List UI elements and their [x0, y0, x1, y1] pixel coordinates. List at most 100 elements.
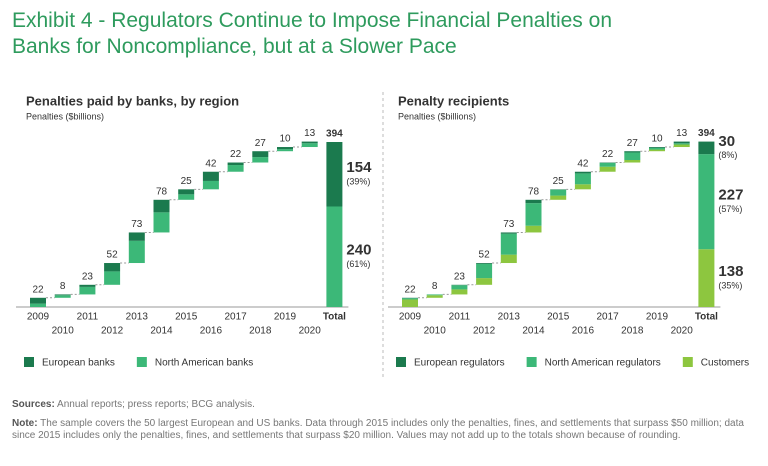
bar-segment — [599, 162, 616, 167]
chart-subtitle: Penalties ($billions) — [398, 111, 476, 121]
total-share: (61%) — [346, 259, 370, 269]
bar-segment — [698, 141, 715, 155]
bar-segment — [227, 165, 244, 172]
bar-segment — [673, 141, 690, 144]
bar-total-label: 25 — [181, 176, 193, 187]
bar-total-label: 22 — [32, 284, 44, 295]
bar-segment — [500, 233, 517, 255]
bar-segment — [178, 194, 195, 200]
bar-segment — [550, 195, 567, 200]
bar-segment — [599, 166, 616, 172]
x-tick-label: 2012 — [101, 326, 124, 337]
x-tick-label: 2016 — [200, 326, 223, 337]
bar-total-label: 23 — [454, 271, 466, 282]
total-value: 240 — [346, 242, 371, 259]
chart-subtitle: Penalties ($billions) — [26, 111, 104, 121]
bar-total-label: 27 — [627, 138, 639, 149]
x-tick-label: 2009 — [399, 312, 422, 323]
bar-segment — [525, 225, 542, 233]
x-tick-label: 2012 — [473, 326, 496, 337]
bar-segment — [525, 203, 542, 226]
x-tick-label: 2016 — [572, 326, 595, 337]
bar-total-label: 22 — [602, 149, 614, 160]
bar-segment — [574, 171, 591, 174]
chart-title: Penalty recipients — [398, 93, 509, 108]
bar-total-label: 22 — [404, 284, 416, 295]
legend-swatch — [682, 357, 693, 367]
x-tick-label: 2013 — [126, 312, 149, 323]
legend-swatch — [24, 357, 34, 367]
bar-segment — [525, 199, 542, 204]
bar-segment — [153, 212, 170, 233]
bar-segment — [451, 289, 468, 295]
x-tick-label: 2020 — [299, 326, 322, 337]
sources: Sources: Annual reports; press reports; … — [12, 399, 752, 411]
bar-segment — [301, 143, 318, 148]
bar-total-label: 52 — [479, 250, 491, 261]
bar-total-label: 42 — [577, 158, 589, 169]
bar-total-label: 394 — [326, 129, 343, 140]
bar-segment — [202, 171, 219, 181]
bar-segment — [202, 180, 219, 190]
x-tick-label: 2014 — [150, 326, 173, 337]
bar-segment — [30, 297, 46, 304]
total-value: 138 — [718, 263, 743, 280]
x-tick-label: 2013 — [498, 312, 521, 323]
page-title: Exhibit 4 - Regulators Continue to Impos… — [12, 9, 612, 58]
legend-label: European regulators — [414, 358, 505, 369]
x-tick-label: 2019 — [646, 312, 669, 323]
note-label: Note: — [12, 418, 38, 429]
bar-total-label: 394 — [698, 128, 715, 139]
bar-segment — [624, 152, 641, 161]
legend-label: Customers — [701, 358, 749, 369]
legend-swatch — [396, 357, 406, 367]
bar-segment — [252, 157, 269, 163]
bar-segment — [252, 151, 269, 158]
bar-segment — [402, 298, 418, 300]
x-tick-label: 2010 — [424, 326, 447, 337]
x-tick-label: 2015 — [175, 312, 198, 323]
bar-segment — [277, 147, 293, 150]
bar-total-label: 22 — [230, 149, 242, 160]
bar-segment — [104, 263, 121, 272]
x-tick-label: 2009 — [27, 312, 50, 323]
bar-total-label: 73 — [503, 219, 515, 230]
bar-segment — [402, 299, 418, 307]
x-tick-label: 2018 — [621, 326, 644, 337]
total-share: (8%) — [718, 150, 737, 160]
bar-segment — [326, 206, 343, 307]
total-value: 227 — [718, 187, 743, 204]
total-value: 30 — [718, 133, 735, 150]
sources-text: Annual reports; press reports; BCG analy… — [57, 399, 255, 410]
bar-total-label: 27 — [255, 138, 267, 149]
bar-segment — [476, 278, 493, 285]
x-tick-label: Total — [695, 312, 718, 323]
bar-segment — [326, 142, 343, 207]
bar-segment — [79, 286, 96, 295]
x-tick-label: 2015 — [547, 312, 570, 323]
bar-segment — [624, 151, 641, 153]
x-tick-label: 2017 — [596, 312, 619, 323]
bar-segment — [30, 303, 46, 307]
bar-segment — [649, 147, 665, 148]
bar-segment — [574, 184, 591, 190]
bar-total-label: 78 — [156, 186, 168, 197]
bar-segment — [426, 294, 443, 296]
legend-label: European banks — [42, 358, 115, 369]
bar-total-label: 8 — [60, 281, 66, 292]
bar-total-label: 52 — [107, 250, 119, 261]
bar-total-label: 78 — [528, 186, 540, 197]
bar-segment — [698, 249, 715, 307]
bar-segment — [649, 149, 665, 152]
bar-total-label: 13 — [304, 128, 316, 139]
bar-segment — [426, 295, 443, 298]
bar-segment — [104, 271, 121, 285]
total-value: 154 — [346, 159, 372, 176]
bar-segment — [128, 240, 145, 264]
legend-label: North American regulators — [545, 358, 661, 369]
bar-total-label: 13 — [676, 128, 688, 139]
bar-segment — [153, 199, 170, 213]
bar-segment — [451, 285, 468, 290]
x-tick-label: 2019 — [274, 312, 297, 323]
